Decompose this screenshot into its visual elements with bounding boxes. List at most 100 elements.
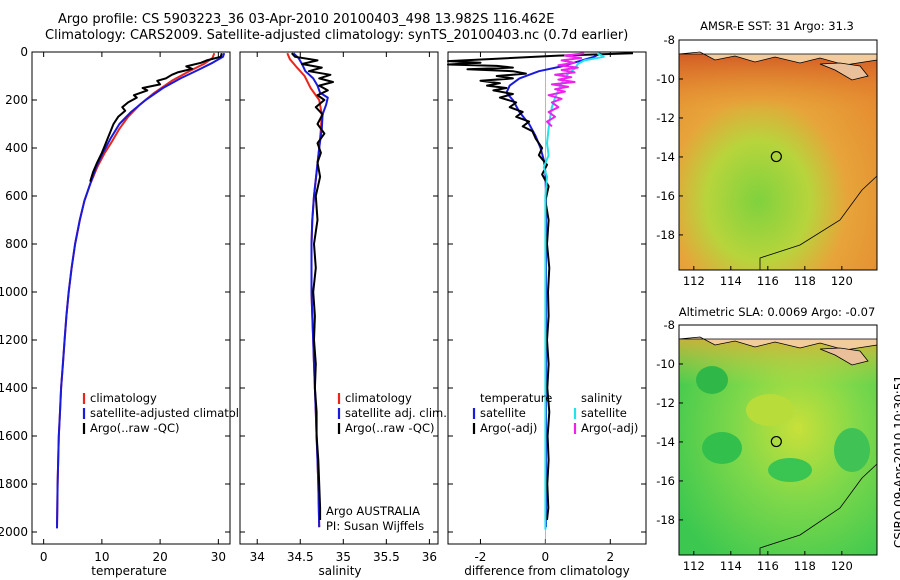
sla-map: Altimetric SLA: 0.0069 Argo: -0.07 112 11… — [656, 305, 878, 573]
map-lat-label: -8 — [664, 33, 675, 47]
x-tick-label: 36 — [422, 550, 437, 564]
map-lon-label: 114 — [720, 559, 742, 573]
x-tick-label: 34 — [250, 550, 265, 564]
sla-eddy-high — [746, 394, 794, 426]
series-line-argo-raw-qc- — [89, 52, 223, 182]
argo-location-circle — [770, 150, 782, 163]
difference-xlabel: difference from climatology — [464, 564, 630, 578]
legend-label: climatology — [345, 391, 412, 405]
series-line-argo-raw-qc- — [290, 52, 334, 520]
sst-land-north — [679, 40, 877, 54]
map-lon-label: 118 — [794, 274, 816, 288]
map-lon-label: 112 — [683, 274, 705, 288]
salinity-axes-frame — [239, 51, 439, 545]
temperature-x-axis: 0 10 20 30 — [40, 52, 226, 564]
depth-tick-label: 1000 — [0, 285, 28, 299]
temperature-axes-frame — [31, 51, 231, 545]
x-tick-label: 0 — [542, 550, 550, 564]
salinity-lines — [240, 51, 438, 533]
x-tick-label: 34.5 — [287, 550, 314, 564]
series-line-satellite-adjusted-climatology — [56, 52, 226, 529]
legend-label: Argo(..raw -QC) — [345, 421, 435, 435]
series-line-salinity-argo-adj- — [546, 52, 585, 128]
sla-map-title: Altimetric SLA: 0.0069 Argo: -0.07 — [679, 305, 876, 319]
map-lat-label: -16 — [656, 474, 675, 488]
map-lon-label: 112 — [683, 559, 705, 573]
map-lon-label: 116 — [757, 274, 779, 288]
sla-eddy-low-2 — [702, 432, 742, 464]
depth-tick-label: 400 — [5, 141, 28, 155]
x-tick-label: 30 — [211, 550, 226, 564]
depth-tick-label: 2000 — [0, 525, 28, 539]
sst-frame — [678, 39, 878, 271]
legend-label: satellite — [480, 406, 526, 420]
x-tick-label: 20 — [152, 550, 167, 564]
map-lat-label: -10 — [656, 357, 675, 371]
pi-annotation: PI: Susan Wijffels — [326, 519, 424, 533]
salinity-x-axis: 34 34.5 35 35.5 36 — [250, 52, 437, 564]
argo-program-annotation: Argo AUSTRALIA — [326, 504, 420, 518]
depth-tick-label: 600 — [5, 189, 28, 203]
legend-label: salinity — [581, 391, 622, 405]
legend-label: Argo(-adj) — [480, 421, 537, 435]
map-lon-label: 118 — [794, 559, 816, 573]
temperature-lines — [32, 51, 230, 533]
map-lat-label: -12 — [656, 396, 675, 410]
difference-legend: temperaturesatelliteArgo(-adj)salinitysa… — [472, 391, 638, 435]
title-line-1: Argo profile: CS 5903223_36 03-Apr-2010 … — [58, 12, 555, 27]
sst-map-axes: 112 114 116 118 120 -8 -10 -12 -14 -16 -18 — [656, 33, 853, 288]
sla-frame — [678, 324, 878, 556]
legend-label: satellite-adjusted climatology — [90, 406, 260, 420]
legend-label: temperature — [480, 391, 552, 405]
legend-label: satellite — [581, 406, 627, 420]
map-lon-label: 120 — [831, 559, 853, 573]
map-lat-label: -18 — [656, 228, 675, 242]
depth-tick-label: 1200 — [0, 333, 28, 347]
temperature-xlabel: temperature — [91, 564, 166, 578]
sst-map: AMSR-E SST: 31 Argo: 31.3 112 114 116 118 12… — [656, 19, 878, 288]
map-lon-label: 116 — [757, 559, 779, 573]
depth-tick-label: 800 — [5, 237, 28, 251]
sla-eddy-low-3 — [768, 458, 812, 482]
salinity-xlabel: salinity — [318, 564, 361, 578]
x-tick-label: 2 — [606, 550, 614, 564]
sla-island — [819, 347, 869, 366]
sst-argo-location-marker — [770, 150, 782, 163]
map-lat-label: -12 — [656, 111, 675, 125]
depth-tick-label: 0 — [20, 45, 28, 59]
argo-location-circle — [770, 435, 782, 448]
sla-argo-location-marker — [770, 435, 782, 448]
depth-tick-label: 1800 — [0, 477, 28, 491]
legend-label: Argo(-adj) — [581, 421, 638, 435]
difference-lines — [447, 51, 646, 544]
sst-island — [819, 62, 869, 81]
depth-tick-label: 200 — [5, 93, 28, 107]
depth-axis: 0 200 400 600 800 1000 1200 1400 1600 1800 2000 — [0, 45, 28, 539]
map-lat-label: -14 — [656, 435, 675, 449]
difference-panel: -2 0 2 temperaturesatelliteArgo(-adj)salin… — [447, 51, 647, 578]
sla-eddy-low-4 — [834, 428, 870, 472]
sst-map-title: AMSR-E SST: 31 Argo: 31.3 — [700, 19, 854, 33]
sla-land-north — [679, 325, 877, 339]
map-lat-label: -16 — [656, 189, 675, 203]
map-lat-label: -14 — [656, 150, 675, 164]
temperature-panel: 0 200 400 600 800 1000 1200 1400 1600 1800 2000 0 1… — [0, 45, 260, 578]
sla-eddy-low-1 — [696, 366, 728, 394]
map-lat-label: -8 — [664, 318, 675, 332]
x-tick-label: -2 — [474, 550, 486, 564]
x-tick-label: 35.5 — [373, 550, 400, 564]
legend-label: Argo(..raw -QC) — [90, 421, 180, 435]
map-lon-label: 120 — [831, 274, 853, 288]
map-lon-label: 114 — [720, 274, 742, 288]
series-line-temperature-argo-adj- — [447, 52, 634, 521]
x-tick-label: 0 — [40, 550, 48, 564]
depth-tick-label: 1400 — [0, 381, 28, 395]
depth-tick-label: 1600 — [0, 429, 28, 443]
legend-label: climatology — [90, 391, 157, 405]
map-lat-label: -18 — [656, 513, 675, 527]
x-tick-label: 35 — [336, 550, 351, 564]
